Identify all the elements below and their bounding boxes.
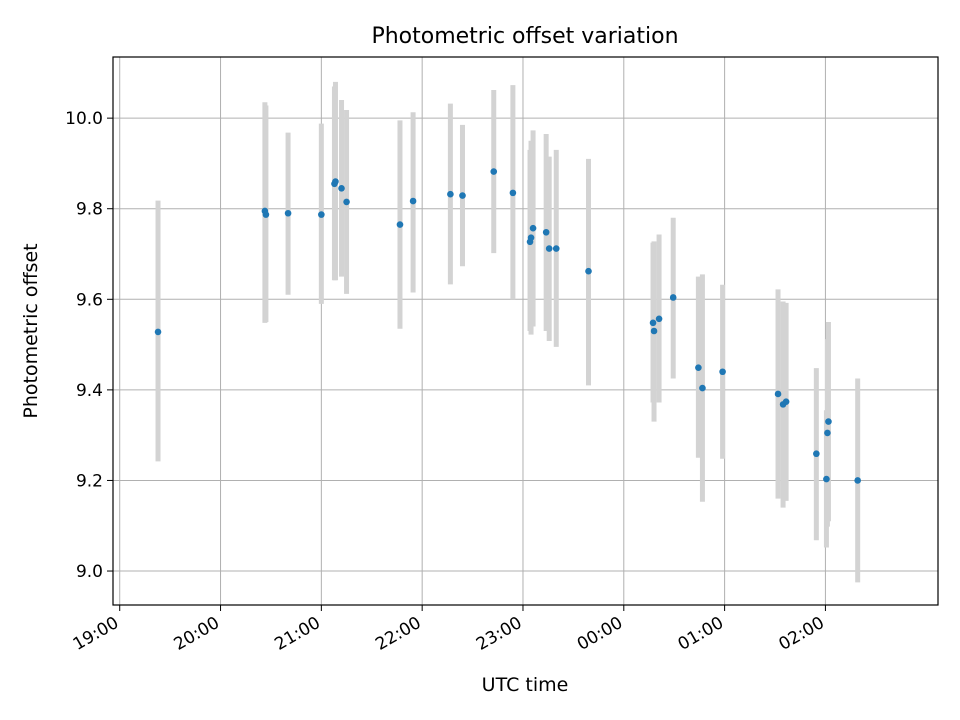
grid-lines bbox=[113, 57, 938, 605]
data-point bbox=[459, 192, 466, 199]
y-axis-ticks: 9.0 9.2 9.4 9.6 9.8 10.0 bbox=[65, 109, 113, 582]
data-point bbox=[649, 319, 657, 327]
data-point bbox=[825, 418, 832, 425]
data-point bbox=[552, 245, 560, 252]
data-point bbox=[529, 224, 537, 232]
data-point bbox=[823, 475, 830, 483]
data-point bbox=[545, 245, 553, 252]
data-point bbox=[813, 450, 820, 458]
y-tick-label: 9.0 bbox=[76, 562, 103, 582]
y-axis-label: Photometric offset bbox=[20, 243, 42, 418]
data-point bbox=[447, 190, 454, 198]
plot-frame bbox=[112, 56, 939, 606]
data-point bbox=[719, 368, 726, 376]
y-tick-label: 9.8 bbox=[76, 200, 103, 220]
data-point bbox=[669, 294, 677, 301]
data-point bbox=[695, 364, 702, 371]
data-point bbox=[650, 327, 658, 335]
y-tick-label: 9.2 bbox=[76, 471, 103, 491]
data-point bbox=[585, 267, 592, 275]
data-point bbox=[396, 221, 404, 228]
data-point bbox=[542, 228, 550, 236]
data-point bbox=[284, 209, 292, 217]
data-point bbox=[262, 211, 270, 218]
chart-title: Photometric offset variation bbox=[371, 24, 678, 49]
y-tick-label: 10.0 bbox=[65, 109, 103, 129]
y-tick-label: 9.6 bbox=[76, 290, 103, 310]
data-point bbox=[774, 390, 782, 398]
data-point bbox=[343, 198, 350, 206]
data-point bbox=[782, 398, 790, 405]
y-tick-label: 9.4 bbox=[76, 381, 103, 401]
data-point bbox=[338, 185, 345, 192]
data-point bbox=[699, 384, 706, 392]
data-point bbox=[854, 477, 861, 484]
data-point bbox=[318, 211, 325, 218]
data-point bbox=[332, 178, 339, 185]
data-point bbox=[824, 429, 831, 437]
x-axis-label: UTC time bbox=[482, 674, 569, 696]
data-points bbox=[154, 168, 861, 484]
data-point bbox=[509, 189, 517, 197]
data-point bbox=[655, 315, 663, 323]
data-point bbox=[154, 328, 162, 336]
data-point bbox=[490, 168, 498, 175]
data-point bbox=[527, 234, 535, 242]
data-point bbox=[409, 197, 417, 205]
